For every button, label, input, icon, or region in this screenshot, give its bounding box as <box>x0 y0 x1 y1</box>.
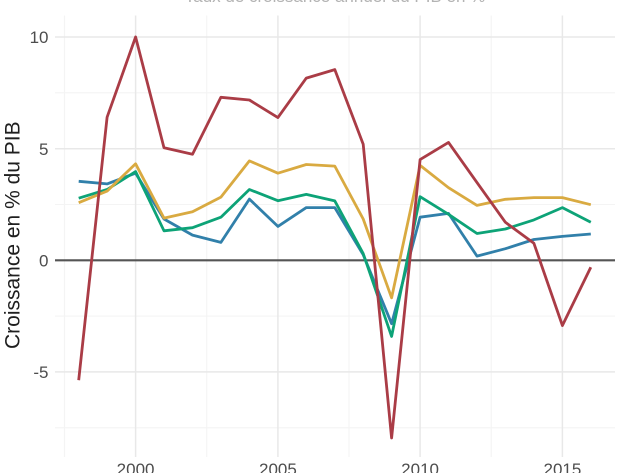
svg-text:10: 10 <box>30 28 49 47</box>
svg-text:-5: -5 <box>33 363 48 382</box>
svg-text:0: 0 <box>39 252 48 271</box>
svg-text:2015: 2015 <box>543 460 581 473</box>
svg-text:2005: 2005 <box>259 460 297 473</box>
svg-text:2000: 2000 <box>117 460 155 473</box>
svg-text:Taux de croissance annuel du P: Taux de croissance annuel du PIB en % <box>185 0 486 6</box>
svg-text:2010: 2010 <box>401 460 439 473</box>
svg-text:5: 5 <box>39 140 48 159</box>
svg-text:Croissance en % du PIB: Croissance en % du PIB <box>2 121 25 349</box>
